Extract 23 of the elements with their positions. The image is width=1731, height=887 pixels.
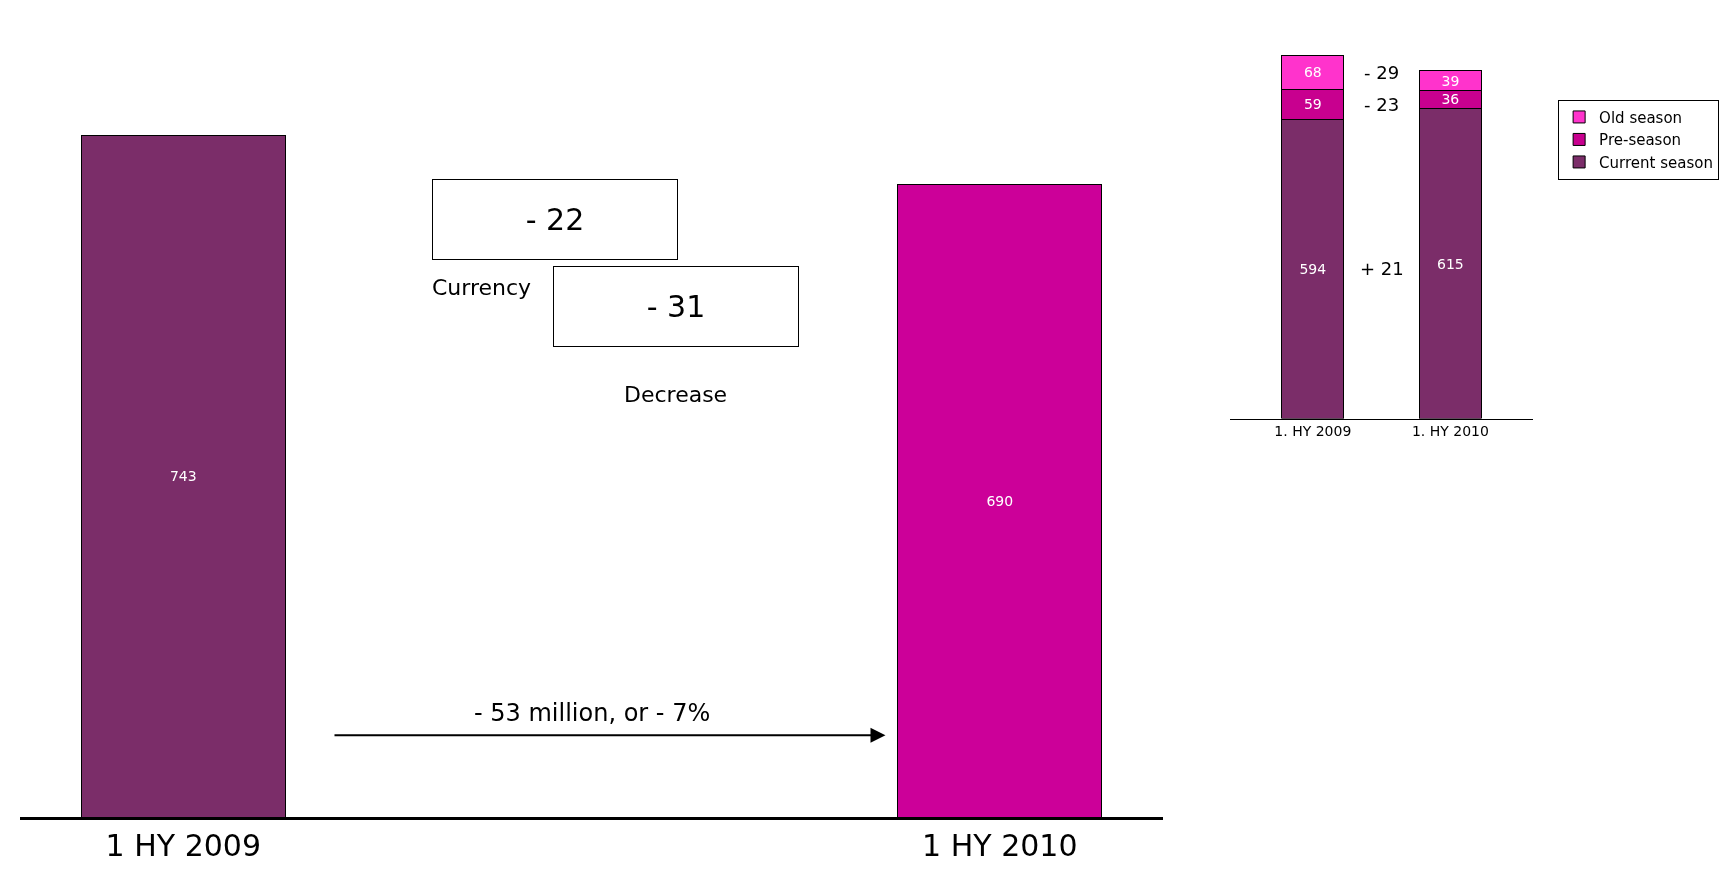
data-label: 690 bbox=[986, 492, 1014, 509]
annotation: - 23 bbox=[1364, 94, 1400, 115]
x-tick-label: 1 HY 2009 bbox=[105, 828, 261, 863]
x-tick-label: 1. HY 2009 bbox=[1274, 423, 1352, 440]
annotation: Decrease bbox=[624, 382, 728, 407]
data-label: 59 bbox=[1303, 96, 1322, 113]
annotation: - 22 bbox=[525, 202, 585, 237]
annotation: Currency bbox=[432, 275, 532, 300]
data-label: 36 bbox=[1441, 91, 1460, 108]
data-label: 743 bbox=[169, 468, 197, 485]
annotation: - 31 bbox=[646, 289, 706, 324]
annotation: - 29 bbox=[1364, 62, 1400, 83]
data-label: 594 bbox=[1299, 260, 1327, 277]
data-label: 615 bbox=[1437, 255, 1464, 272]
legend-label: Current season bbox=[1599, 153, 1713, 172]
legend-label: Old season bbox=[1599, 108, 1683, 127]
annotation: - 53 million, or - 7% bbox=[474, 699, 711, 727]
data-label: 68 bbox=[1303, 64, 1322, 81]
x-tick-label: 1. HY 2010 bbox=[1411, 423, 1489, 440]
legend-label: Pre-season bbox=[1599, 131, 1682, 150]
annotation: + 21 bbox=[1360, 258, 1404, 279]
x-tick-label: 1 HY 2010 bbox=[922, 828, 1078, 863]
data-label: 39 bbox=[1441, 72, 1460, 89]
